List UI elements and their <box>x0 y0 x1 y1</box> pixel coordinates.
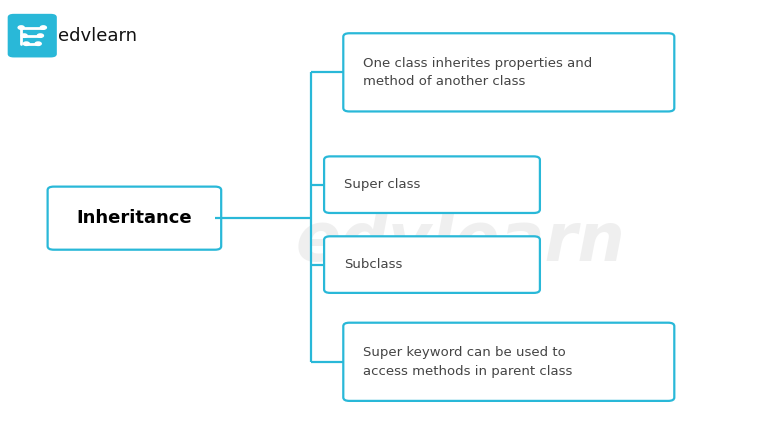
Text: One class inherites properties and
method of another class: One class inherites properties and metho… <box>363 57 593 88</box>
Text: edvlearn: edvlearn <box>58 27 137 45</box>
Circle shape <box>18 26 25 29</box>
Text: edvlearn: edvlearn <box>296 209 626 275</box>
Text: Super keyword can be used to
access methods in parent class: Super keyword can be used to access meth… <box>363 346 573 378</box>
FancyBboxPatch shape <box>48 187 221 250</box>
FancyBboxPatch shape <box>343 33 674 111</box>
Circle shape <box>38 34 44 38</box>
Text: Inheritance: Inheritance <box>77 209 192 227</box>
Circle shape <box>21 34 27 38</box>
Circle shape <box>35 42 41 45</box>
Text: Subclass: Subclass <box>344 258 402 271</box>
Circle shape <box>23 42 29 45</box>
Circle shape <box>40 26 46 29</box>
FancyBboxPatch shape <box>8 14 57 57</box>
Text: Super class: Super class <box>344 178 420 191</box>
FancyBboxPatch shape <box>343 323 674 401</box>
FancyBboxPatch shape <box>324 156 540 213</box>
FancyBboxPatch shape <box>324 236 540 293</box>
